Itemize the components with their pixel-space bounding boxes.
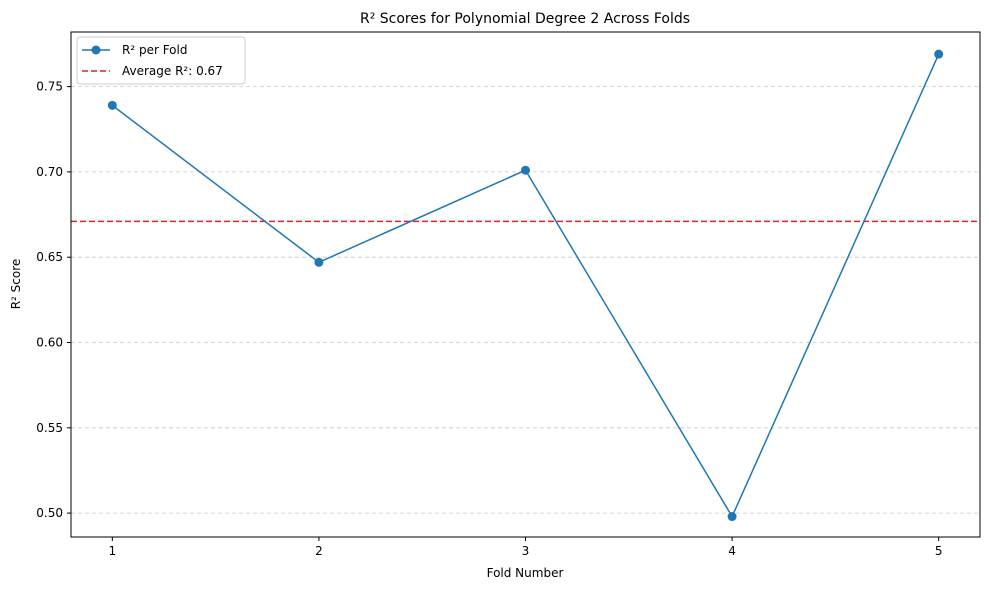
y-axis-label: R² Score: [9, 259, 23, 310]
data-point: [107, 100, 117, 110]
x-axis-ticks: 1 2 3 4 5: [108, 537, 943, 558]
y-tick-label: 0.50: [36, 506, 63, 520]
x-tick-label: 5: [935, 544, 943, 558]
legend: R² per Fold Average R²: 0.67: [76, 36, 246, 85]
data-point: [521, 165, 530, 175]
legend-label-series: R² per Fold: [122, 43, 187, 57]
data-point: [934, 49, 944, 59]
legend-marker-series: [91, 45, 101, 55]
x-tick-label: 3: [522, 544, 530, 558]
y-tick-label: 0.75: [36, 80, 63, 94]
x-tick-label: 1: [108, 544, 116, 558]
data-point: [727, 512, 737, 522]
x-axis-label: Fold Number: [487, 566, 564, 580]
y-tick-label: 0.60: [36, 336, 63, 350]
legend-box: [76, 36, 246, 85]
series-layer: [107, 49, 944, 522]
legend-label-average: Average R²: 0.67: [122, 64, 223, 78]
grid-lines: [71, 86, 980, 514]
y-tick-label: 0.70: [36, 165, 63, 179]
y-axis-ticks: 0.50 0.55 0.60 0.65 0.70 0.75: [36, 80, 71, 520]
y-tick-label: 0.55: [36, 421, 63, 435]
data-point: [314, 257, 324, 267]
x-tick-label: 4: [728, 544, 736, 558]
y-tick-label: 0.65: [36, 250, 63, 264]
x-tick-label: 2: [315, 544, 323, 558]
chart-title: R² Scores for Polynomial Degree 2 Across…: [360, 11, 690, 27]
